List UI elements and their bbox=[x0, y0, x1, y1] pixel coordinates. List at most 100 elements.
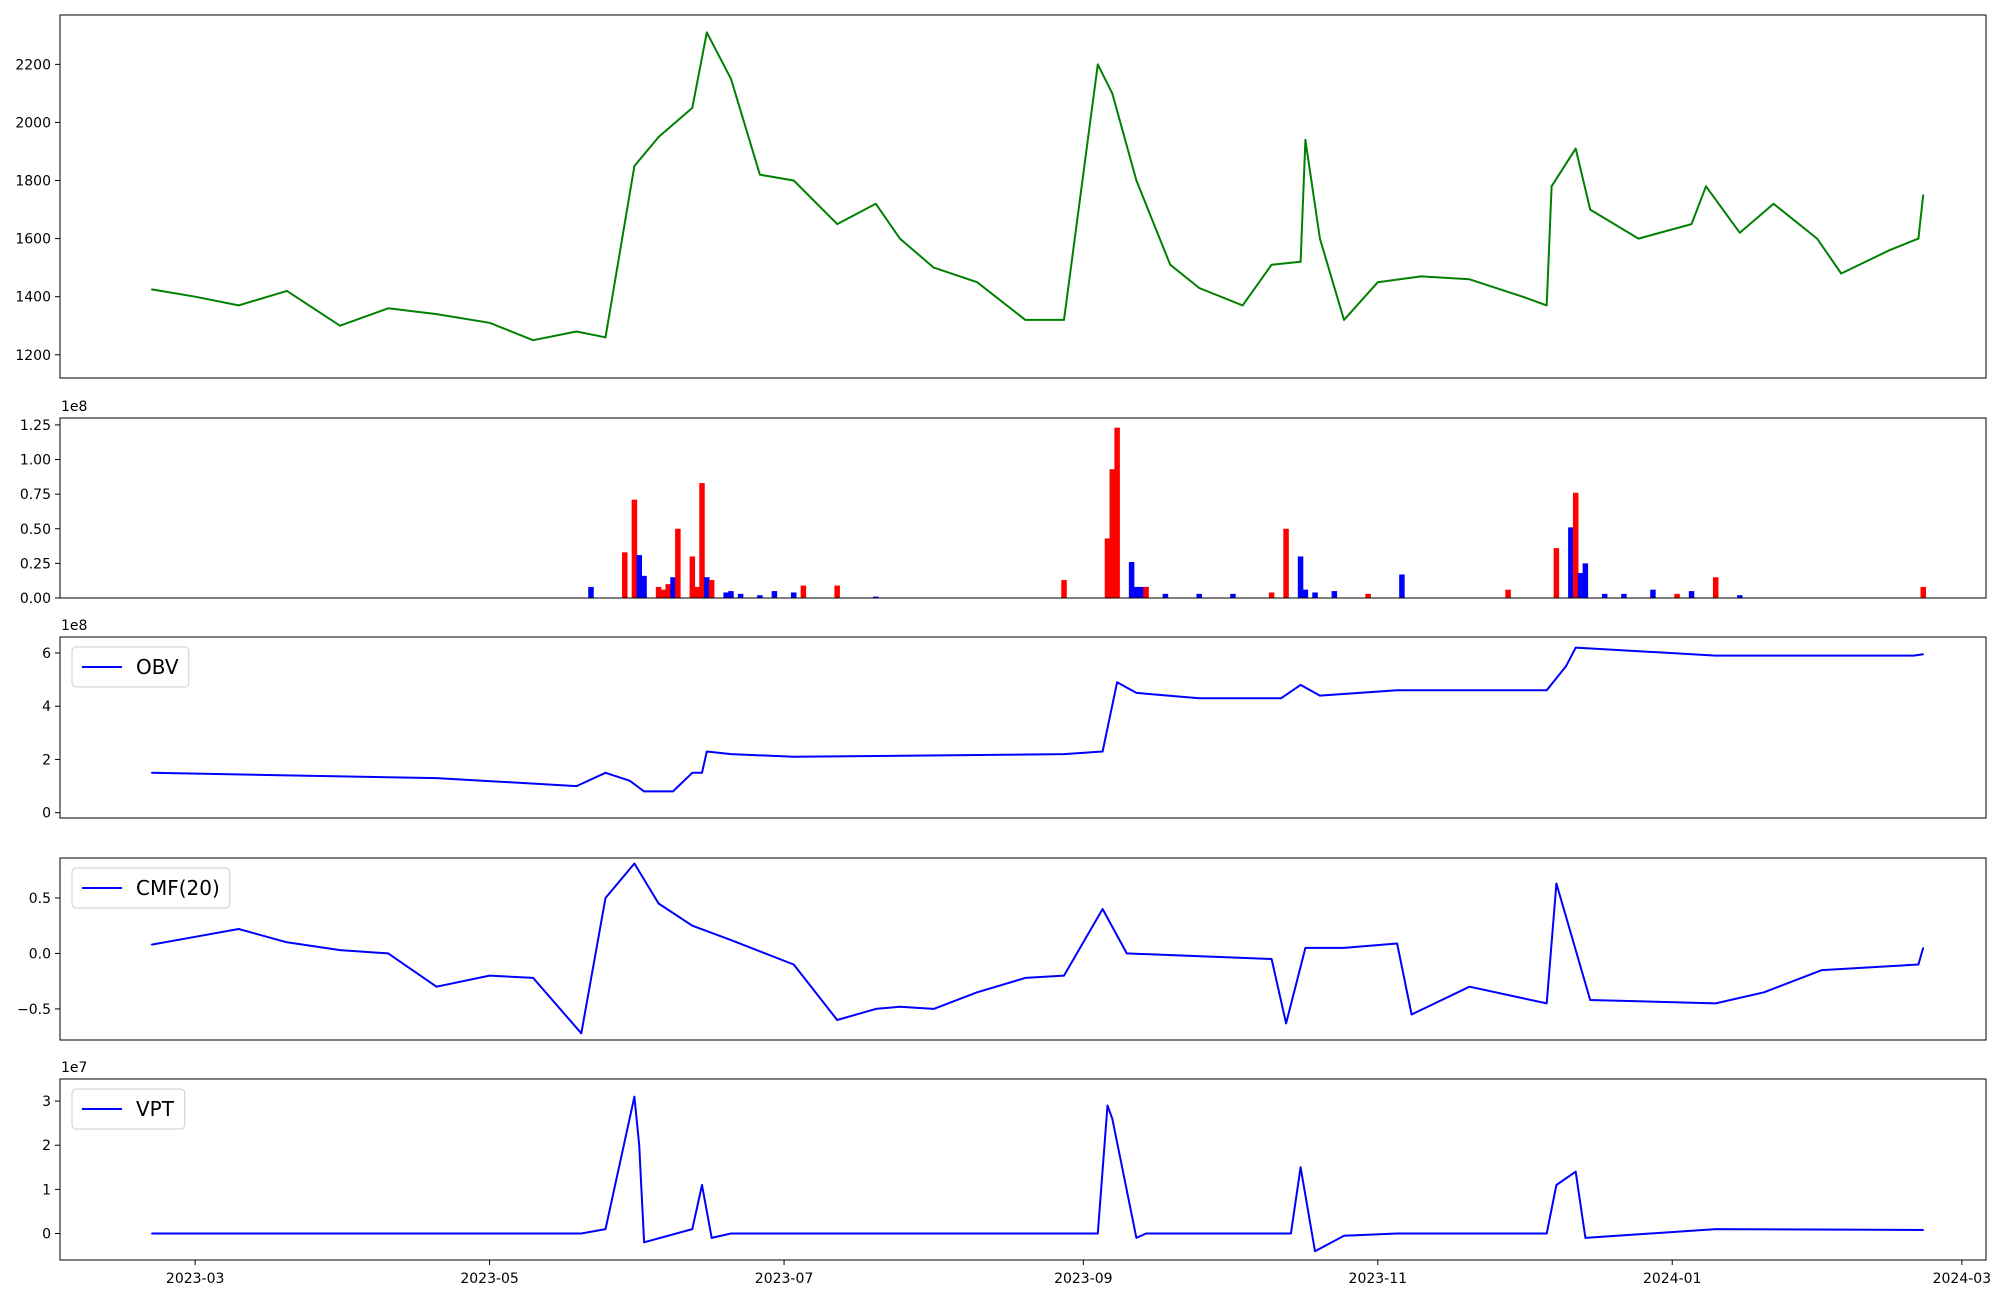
volume-bar bbox=[622, 552, 628, 598]
volume-bar bbox=[1688, 591, 1695, 598]
x-tick-label: 2024-03 bbox=[1933, 1271, 1992, 1287]
data-point bbox=[1917, 963, 1920, 966]
volume-bar bbox=[1297, 556, 1304, 598]
x-tick-label: 2023-03 bbox=[166, 1271, 225, 1287]
volume-bar bbox=[1650, 589, 1656, 598]
data-point bbox=[1270, 958, 1273, 960]
data-point bbox=[643, 790, 645, 793]
data-point bbox=[1111, 92, 1114, 95]
volume-bar bbox=[1577, 573, 1584, 598]
data-point bbox=[1574, 147, 1577, 150]
volume-bar bbox=[1712, 577, 1719, 598]
volume-bar bbox=[1061, 580, 1067, 598]
data-point bbox=[1343, 1234, 1345, 1237]
data-point bbox=[1888, 249, 1891, 252]
volume-bar bbox=[1553, 548, 1560, 598]
data-point bbox=[1589, 999, 1591, 1001]
data-point bbox=[339, 324, 341, 327]
volume-bar bbox=[1302, 589, 1309, 598]
data-point bbox=[1304, 947, 1307, 949]
volume-bar bbox=[588, 586, 594, 598]
data-point bbox=[899, 237, 901, 240]
data-point bbox=[604, 1228, 607, 1230]
data-point bbox=[1917, 237, 1920, 240]
volume-bar bbox=[1737, 595, 1743, 598]
data-point bbox=[691, 924, 694, 927]
data-point bbox=[1319, 237, 1321, 240]
volume-bar bbox=[1128, 562, 1135, 598]
data-point bbox=[1299, 684, 1302, 686]
data-point bbox=[792, 963, 795, 966]
data-point bbox=[1396, 689, 1398, 692]
data-point bbox=[1101, 908, 1104, 910]
data-point bbox=[1376, 281, 1379, 283]
data-point bbox=[1135, 179, 1138, 182]
data-point bbox=[976, 991, 978, 994]
data-point bbox=[580, 1232, 583, 1235]
data-point bbox=[1468, 278, 1471, 281]
data-point bbox=[1145, 1232, 1147, 1235]
volume-bar bbox=[1283, 528, 1289, 598]
volume-bar bbox=[728, 591, 734, 598]
data-point bbox=[1420, 275, 1423, 278]
data-point bbox=[1772, 202, 1775, 205]
y-tick-label: 0.50 bbox=[20, 522, 51, 538]
volume-bar bbox=[636, 555, 642, 598]
volume-bar bbox=[660, 589, 667, 598]
data-point bbox=[1468, 985, 1471, 988]
data-point bbox=[1285, 1022, 1287, 1025]
legend-label: CMF(20) bbox=[136, 876, 220, 900]
data-point bbox=[1396, 1232, 1398, 1235]
data-point bbox=[435, 985, 438, 988]
data-point bbox=[286, 774, 288, 777]
data-point bbox=[1739, 232, 1741, 234]
y-tick-label: 6 bbox=[42, 646, 51, 662]
y-tick-label: 1.00 bbox=[20, 453, 51, 469]
volume-bar bbox=[1104, 538, 1111, 598]
data-point bbox=[730, 753, 732, 755]
panel-cmf: −0.5 0.0 0.5 CMF(20) bbox=[17, 857, 1987, 1041]
data-point bbox=[706, 750, 708, 753]
data-point bbox=[1299, 261, 1302, 263]
axis-offset-label: 1e7 bbox=[61, 1060, 87, 1076]
volume-bar bbox=[1568, 527, 1574, 598]
data-point bbox=[1063, 974, 1065, 977]
data-point bbox=[532, 977, 534, 979]
axes-frame bbox=[59, 417, 1987, 599]
volume-bar bbox=[1143, 586, 1149, 598]
volume-bar bbox=[699, 483, 705, 598]
data-point bbox=[1555, 882, 1558, 885]
data-point bbox=[1135, 692, 1138, 694]
data-point bbox=[1545, 689, 1548, 692]
x-tick-label: 2023-05 bbox=[460, 1271, 519, 1287]
data-point bbox=[899, 1005, 901, 1008]
data-point bbox=[691, 107, 694, 109]
axes-frame bbox=[59, 857, 1987, 1041]
data-point bbox=[1111, 1117, 1114, 1120]
axes-frame bbox=[59, 14, 1987, 379]
data-point bbox=[633, 165, 636, 167]
data-point bbox=[150, 771, 153, 774]
data-point bbox=[1912, 654, 1915, 657]
data-point bbox=[387, 952, 390, 955]
data-point bbox=[1821, 969, 1823, 971]
volume-bar bbox=[670, 577, 676, 598]
axis-offset-label: 1e8 bbox=[61, 618, 87, 634]
volume-bar bbox=[834, 585, 840, 598]
data-point bbox=[657, 136, 660, 138]
volume-bar bbox=[1920, 586, 1926, 598]
data-point bbox=[580, 1032, 583, 1035]
y-tick-label: 2 bbox=[42, 752, 51, 768]
data-point bbox=[633, 1095, 636, 1098]
data-point bbox=[1270, 263, 1273, 266]
data-point bbox=[1922, 947, 1925, 949]
data-point bbox=[710, 1237, 713, 1239]
y-tick-label: 1 bbox=[42, 1182, 51, 1198]
volume-bar bbox=[1138, 586, 1145, 598]
x-tick-label: 2023-07 bbox=[755, 1271, 814, 1287]
data-point bbox=[874, 202, 877, 205]
data-point bbox=[691, 771, 694, 774]
volume-bar bbox=[757, 595, 763, 598]
data-point bbox=[643, 1241, 645, 1244]
